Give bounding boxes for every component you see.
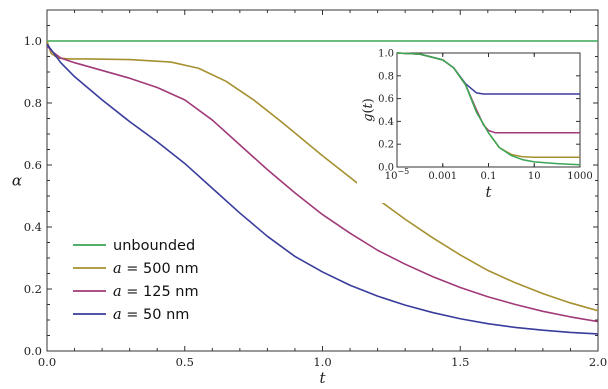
inset-frame — [396, 52, 581, 168]
inset-y-title-t: t — [361, 102, 376, 108]
inset-x-tick-label: 0.1 — [481, 171, 497, 182]
y-tick-label: 0.4 — [24, 220, 42, 234]
x-axis-title: t — [319, 369, 326, 387]
x-tick-label: 2.0 — [589, 355, 607, 369]
inset-y-axis-title: g(t) — [361, 98, 376, 122]
series-line-2 — [47, 45, 598, 323]
legend-label-text: unbounded — [113, 238, 195, 254]
inset-x-tick-label: 0.001 — [428, 171, 457, 182]
inset-plot: 10−5 0.001 0.1 10 10000.00.20.40.60.81.0tg(t… — [357, 43, 593, 203]
inset-y-title-g: g — [361, 114, 376, 122]
legend-label-3: a = 50 nm — [113, 307, 189, 323]
inset-series-line-3 — [396, 52, 581, 166]
inset-x-tick-base: 0.1 — [481, 171, 497, 182]
x-tick-label: 0.0 — [38, 355, 56, 369]
inset-x-tick-label: 10−5 — [385, 167, 410, 182]
y-tick-label: 0.2 — [24, 282, 42, 296]
series-line-1 — [47, 40, 598, 312]
inset-x-tick-base: 10 — [528, 171, 541, 182]
y-axis-title: α — [12, 172, 22, 190]
x-tick-label: 0.5 — [176, 355, 194, 369]
legend-label-var: a — [113, 284, 122, 300]
inset-y-tick-label: 0.0 — [378, 163, 394, 174]
inset-y-tick-label: 0.4 — [378, 117, 394, 128]
legend-label-text: = 50 nm — [122, 307, 190, 323]
y-tick-label: 1.0 — [24, 34, 42, 48]
inset-y-title-close: ) — [361, 98, 376, 103]
legend-label-1: a = 500 nm — [113, 261, 199, 277]
y-tick-label: 0.6 — [24, 158, 42, 172]
legend-label-var: a — [113, 307, 122, 323]
inset-y-tick-label: 0.8 — [378, 71, 394, 82]
inset-y-tick-label: 0.2 — [378, 140, 394, 151]
x-tick-label: 1.5 — [451, 355, 469, 369]
inset-x-axis-title: t — [485, 183, 492, 201]
inset-x-tick-base: 1000 — [567, 171, 592, 182]
legend-label-text: = 125 nm — [122, 284, 199, 300]
legend-label-var: a — [113, 261, 122, 277]
legend-label-text: = 500 nm — [122, 261, 199, 277]
inset-y-title-open: ( — [361, 108, 376, 113]
inset-x-tick-label: 1000 — [567, 171, 592, 182]
inset-y-tick-label: 0.6 — [378, 94, 394, 105]
main-plot: 0.0 0.5 1.0 1.5 2.00.00.20.40.60.81.0tα — [12, 9, 607, 387]
legend-label-2: a = 125 nm — [113, 284, 199, 300]
inset-x-tick-base: 10 — [385, 171, 398, 182]
inset-x-tick-base: 0.001 — [428, 171, 457, 182]
series-line-3 — [47, 43, 598, 335]
x-tick-label: 1.0 — [313, 355, 331, 369]
y-tick-label: 0.0 — [24, 344, 42, 358]
y-tick-label: 0.8 — [24, 96, 42, 110]
legend-label-0: unbounded — [113, 238, 195, 254]
inset-x-tick-exp: −5 — [397, 167, 409, 176]
inset-x-tick-label: 10 — [528, 171, 541, 182]
inset-y-tick-label: 1.0 — [378, 49, 394, 60]
